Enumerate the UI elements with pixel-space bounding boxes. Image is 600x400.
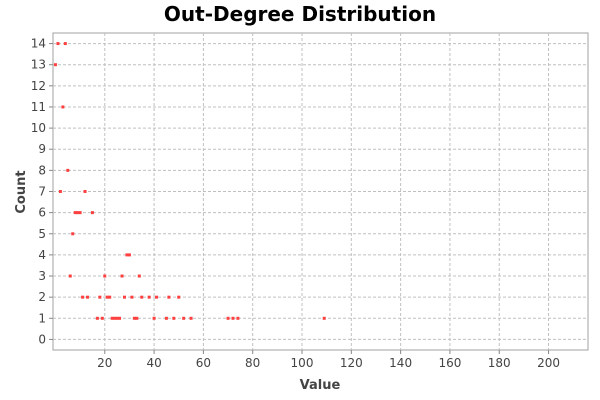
y-tick-label: 8 [38,163,46,177]
data-point [122,295,126,299]
data-point [68,274,72,278]
x-tick-label: 40 [146,356,161,370]
data-point [66,168,70,172]
data-point [100,316,104,320]
y-tick-label: 3 [38,269,46,283]
data-point [132,316,136,320]
y-tick-label: 10 [31,121,46,135]
data-point [73,211,77,215]
data-point [81,295,85,299]
data-point [120,274,124,278]
data-point [147,295,151,299]
data-point [103,274,107,278]
x-tick-label: 140 [389,356,412,370]
y-tick-label: 13 [31,58,46,72]
data-point [83,190,87,193]
x-tick-label: 100 [291,356,314,370]
data-point [226,316,230,320]
y-tick-label: 7 [38,185,46,199]
y-tick-label: 6 [38,206,46,220]
data-point [140,295,144,299]
chart-title: Out-Degree Distribution [164,2,436,26]
data-point [53,63,57,67]
data-point [95,316,99,320]
data-point [189,316,193,320]
y-tick-label: 14 [31,37,46,51]
y-tick-label: 1 [38,311,46,325]
y-tick-label: 4 [38,248,46,262]
grid-lines [53,33,588,350]
x-tick-label: 60 [196,356,211,370]
data-points [53,42,326,320]
data-point [86,295,90,299]
x-axis-label: Value [300,378,341,393]
x-tick-label: 160 [438,356,461,370]
y-tick-label: 12 [31,79,46,93]
y-tick-label: 0 [38,332,46,346]
x-tick-label: 180 [488,356,511,370]
y-axis-label: Count [14,170,29,213]
data-point [58,190,62,193]
data-point [71,232,75,236]
data-point [137,274,141,278]
data-point [113,316,117,320]
data-point [125,253,129,257]
data-point [78,211,82,215]
data-point [164,316,168,320]
data-point [127,253,131,257]
data-point [231,316,235,320]
data-point [155,295,159,299]
data-point [135,316,139,320]
data-point [236,316,240,320]
x-tick-label: 80 [245,356,260,370]
data-point [167,295,171,299]
data-point [182,316,186,320]
data-point [172,316,176,320]
x-tick-label: 200 [537,356,560,370]
data-point [110,316,114,320]
data-point [63,42,67,46]
data-point [115,316,119,320]
y-tick-label: 5 [38,227,46,241]
x-tick-label: 120 [340,356,363,370]
data-point [98,295,102,299]
data-point [61,105,65,109]
data-point [177,295,181,299]
x-tick-label: 20 [97,356,112,370]
data-point [90,211,94,215]
y-tick-label: 11 [31,100,46,114]
data-point [130,295,134,299]
data-point [152,316,156,320]
data-point [118,316,122,320]
data-point [105,295,109,299]
y-tick-label: 9 [38,142,46,156]
y-tick-label: 2 [38,290,46,304]
data-point [76,211,80,215]
data-point [56,42,60,46]
data-point [108,295,112,299]
data-point [322,316,326,320]
